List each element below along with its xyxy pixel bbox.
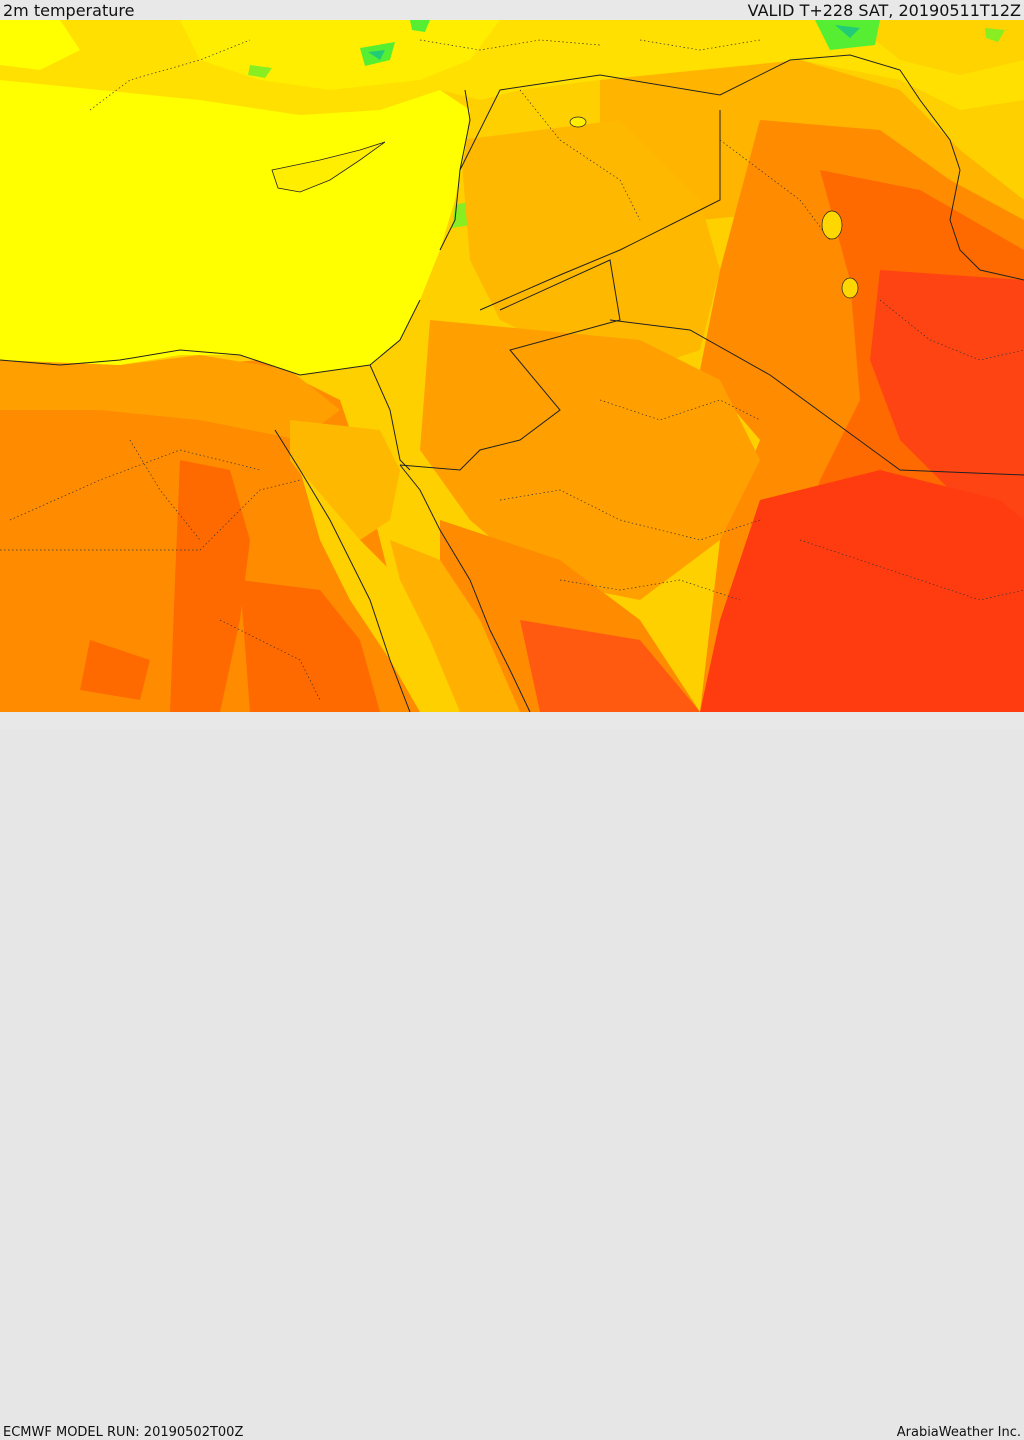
lake-tharthar — [821, 210, 843, 240]
region-nile-patch — [80, 640, 150, 700]
region-saudi-north — [420, 320, 760, 600]
footer-bar: ECMWF MODEL RUN: 20190502T00Z ArabiaWeat… — [0, 712, 1024, 1440]
region-saudi-red — [520, 620, 700, 712]
temperature-map[interactable] — [0, 20, 1024, 712]
country-borders — [0, 54, 1024, 712]
cool-patch-7 — [985, 28, 1005, 42]
lake-assad — [569, 116, 587, 128]
valid-time: VALID T+228 SAT, 20190511T12Z — [747, 1, 1021, 20]
cool-patch-3 — [368, 50, 385, 60]
border-jordan-saudi — [399, 259, 621, 471]
coastline-red-sea-e — [399, 464, 531, 712]
cyprus — [271, 141, 386, 193]
cool-patch-6 — [835, 25, 860, 38]
region-egypt-west-hot — [170, 460, 250, 712]
aegean-sea — [0, 20, 80, 70]
coastline-red-sea-w — [274, 429, 411, 712]
border-iraq-jordan — [479, 110, 721, 311]
region-egypt-north — [0, 355, 340, 440]
warm-patch-north — [850, 20, 1024, 75]
region-iraq-hot — [870, 270, 1024, 520]
region-jordan — [460, 120, 720, 370]
border-syria-iraq — [459, 54, 961, 171]
region-egypt-south-hot — [240, 580, 380, 712]
map-title: 2m temperature — [3, 1, 135, 20]
lake-razzaza — [841, 277, 859, 299]
coastline-med-east — [439, 89, 471, 251]
mediterranean-sea — [0, 80, 470, 375]
border-egypt-israel — [369, 364, 411, 471]
region-red-sea — [300, 470, 460, 712]
region-red-sea-coast — [390, 540, 520, 712]
region-gulf-hot — [700, 470, 1024, 712]
header-bar: 2m temperature VALID T+228 SAT, 20190511… — [0, 0, 1024, 20]
region-sinai — [290, 420, 400, 540]
coastline-egypt — [0, 299, 421, 376]
credit: ArabiaWeather Inc. — [896, 1425, 1021, 1440]
province-boundaries — [0, 39, 1024, 701]
model-run: ECMWF MODEL RUN: 20190502T00Z — [3, 1425, 244, 1440]
cool-patch-4 — [248, 65, 272, 78]
cool-patch-1 — [410, 20, 430, 32]
coastline-gulf — [949, 169, 1024, 281]
border-saudi-iraq — [609, 319, 1024, 476]
